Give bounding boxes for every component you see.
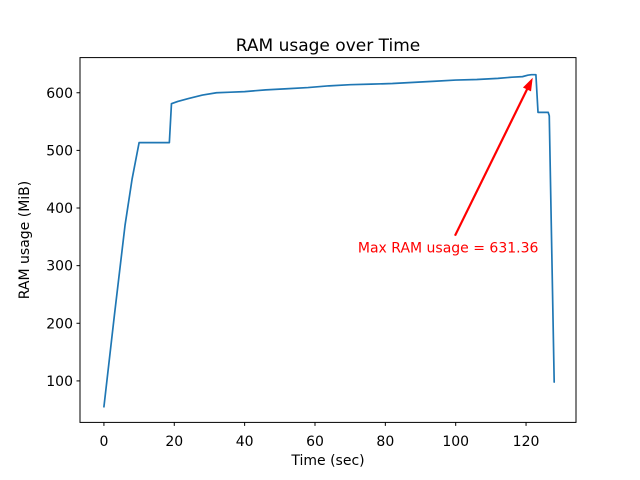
x-tick-label: 40 (236, 434, 254, 450)
axis-ticks: 0 20 40 60 80 100 120 100 200 300 400 500 600 (46, 86, 539, 450)
y-tick-label: 300 (46, 259, 73, 275)
x-tick-label: 100 (442, 434, 469, 450)
y-tick-label: 200 (46, 316, 73, 332)
annotation-group: Max RAM usage = 631.36 (358, 77, 539, 256)
y-tick-label: 500 (46, 143, 73, 159)
max-annotation-text: Max RAM usage = 631.36 (358, 240, 539, 256)
series-group (103, 73, 556, 408)
plot-area-border (79, 57, 577, 423)
chart-title: RAM usage over Time (236, 36, 420, 56)
ram-usage-line (103, 73, 556, 408)
x-axis-label: Time (sec) (290, 453, 364, 469)
x-tick-label: 0 (99, 434, 108, 450)
x-tick-label: 20 (165, 434, 183, 450)
x-tick-label: 60 (306, 434, 324, 450)
y-tick-label: 100 (46, 374, 73, 390)
y-axis-label: RAM usage (MiB) (17, 181, 33, 299)
x-tick-label: 120 (513, 434, 540, 450)
max-annotation-arrow (454, 84, 531, 237)
y-tick-label: 600 (46, 86, 73, 102)
x-tick-label: 80 (376, 434, 394, 450)
max-annotation-arrowhead (522, 77, 533, 92)
y-tick-label: 400 (46, 201, 73, 217)
